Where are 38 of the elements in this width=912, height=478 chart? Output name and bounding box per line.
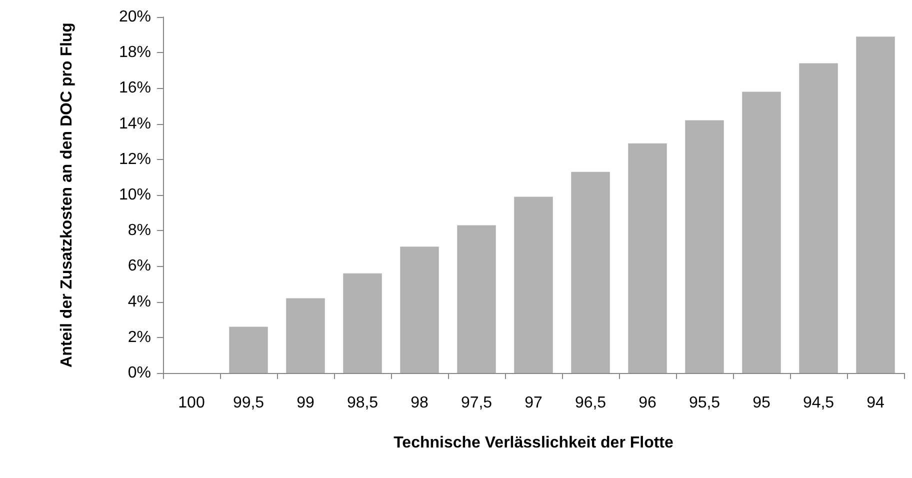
y-tick-label: 12%: [118, 150, 151, 168]
bar: [685, 120, 724, 373]
x-axis-title: Technische Verlässlichkeit der Flotte: [394, 434, 674, 452]
bar: [571, 172, 610, 373]
x-tick-label: 100: [178, 394, 205, 412]
y-tick-label: 10%: [118, 186, 151, 204]
y-tick-label: 14%: [118, 115, 151, 132]
x-tick-label: 94,5: [802, 394, 834, 412]
y-tick-label: 6%: [128, 258, 151, 275]
x-tick-label: 96,5: [574, 394, 606, 412]
y-tick-label: 16%: [118, 80, 151, 97]
y-tick-label: 0%: [128, 364, 151, 382]
bar: [514, 196, 553, 373]
y-tick-label: 8%: [128, 222, 151, 240]
y-tick-label: 20%: [118, 8, 151, 26]
x-tick-label: 98: [410, 394, 428, 412]
x-tick-label: 97,5: [460, 394, 492, 412]
bar: [628, 143, 667, 373]
x-tick-label: 97: [524, 394, 542, 412]
y-tick-label: 2%: [128, 328, 151, 346]
x-tick-label: 95: [752, 394, 770, 412]
bar: [856, 36, 895, 373]
y-tick-label: 4%: [128, 293, 151, 310]
x-tick-label: 99: [296, 394, 314, 412]
y-axis-title: Anteil der Zusatzkosten an den DOC pro Flug: [58, 22, 76, 368]
x-tick-label: 95,5: [688, 394, 720, 412]
bar: [286, 298, 325, 373]
bar: [799, 63, 838, 373]
bar: [742, 92, 781, 373]
bar: [400, 246, 439, 373]
bar: [457, 225, 496, 373]
bar: [343, 273, 382, 373]
x-tick-label: 98,5: [346, 394, 378, 412]
x-tick-label: 94: [866, 394, 884, 412]
x-tick-label: 99,5: [232, 394, 264, 412]
bar: [229, 326, 268, 373]
x-tick-label: 96: [638, 394, 656, 412]
y-tick-label: 18%: [118, 44, 151, 62]
